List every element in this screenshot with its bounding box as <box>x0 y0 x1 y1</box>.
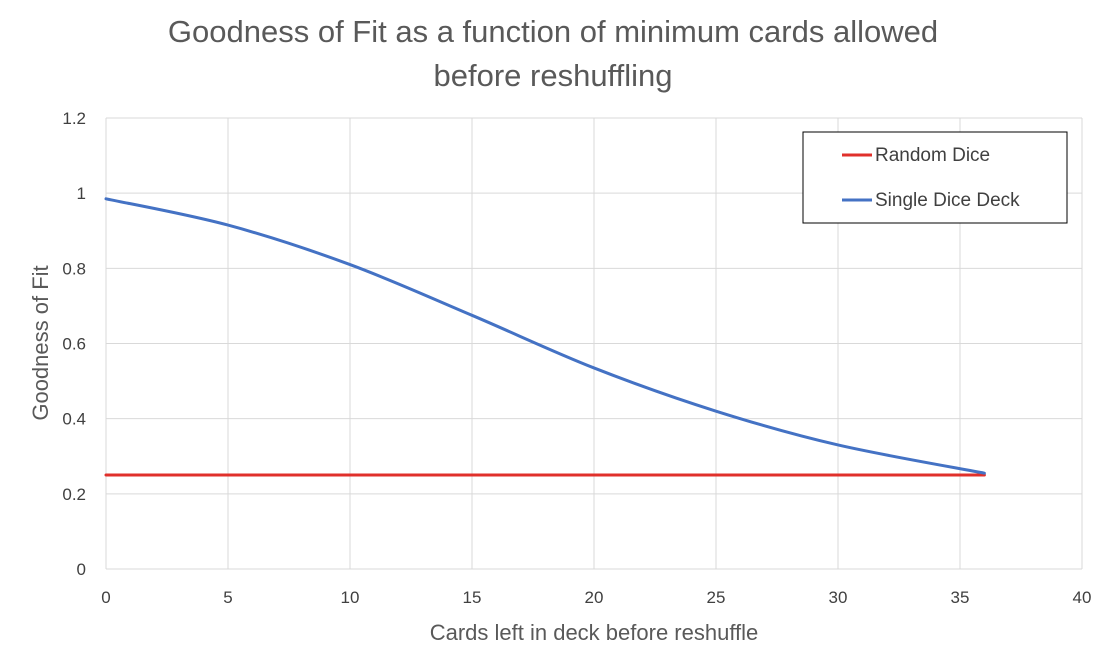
chart-title-line-1: Goodness of Fit as a function of minimum… <box>168 14 938 49</box>
legend-label-random-dice: Random Dice <box>875 145 990 166</box>
y-tick-label: 0.4 <box>62 410 86 429</box>
grid-lines <box>105 117 1083 570</box>
x-tick-label: 40 <box>1073 588 1092 607</box>
tick-labels: 0 5 10 15 20 25 30 35 40 0 0.2 0.4 0.6 0.8 1 1.2 <box>62 109 1091 607</box>
y-tick-label: 1.2 <box>62 109 86 128</box>
x-tick-label: 0 <box>101 588 110 607</box>
y-tick-label: 0.2 <box>62 485 86 504</box>
y-tick-label: 0 <box>77 560 86 579</box>
x-tick-label: 10 <box>341 588 360 607</box>
x-tick-label: 15 <box>463 588 482 607</box>
x-tick-label: 25 <box>707 588 726 607</box>
legend-label-single-dice-deck: Single Dice Deck <box>875 190 1020 211</box>
y-tick-label: 0.8 <box>62 259 86 278</box>
x-tick-label: 5 <box>223 588 232 607</box>
x-tick-label: 20 <box>585 588 604 607</box>
x-tick-label: 35 <box>951 588 970 607</box>
y-tick-label: 0.6 <box>62 335 86 354</box>
series-line-single-dice-deck <box>104 197 986 475</box>
x-axis-title: Cards left in deck before reshuffle <box>430 620 759 645</box>
y-axis-title: Goodness of Fit <box>28 265 53 420</box>
y-tick-label: 1 <box>77 184 86 203</box>
x-tick-label: 30 <box>829 588 848 607</box>
legend: Random Dice Single Dice Deck <box>802 131 1068 224</box>
legend-box <box>802 131 1068 224</box>
chart-title-line-2: before reshuffling <box>434 58 673 93</box>
series-lines <box>104 197 986 477</box>
